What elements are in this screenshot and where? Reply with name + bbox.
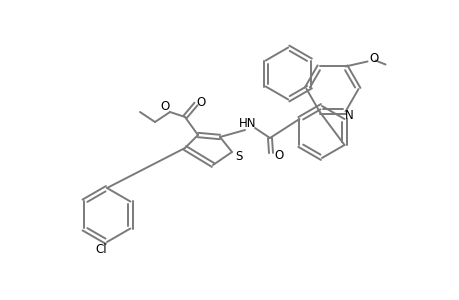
Text: O: O bbox=[368, 52, 377, 65]
Text: O: O bbox=[160, 100, 169, 112]
Text: S: S bbox=[235, 149, 242, 163]
Text: O: O bbox=[274, 148, 283, 161]
Text: N: N bbox=[344, 109, 353, 122]
Text: Cl: Cl bbox=[95, 244, 106, 256]
Text: O: O bbox=[196, 95, 205, 109]
Text: HN: HN bbox=[239, 116, 256, 130]
